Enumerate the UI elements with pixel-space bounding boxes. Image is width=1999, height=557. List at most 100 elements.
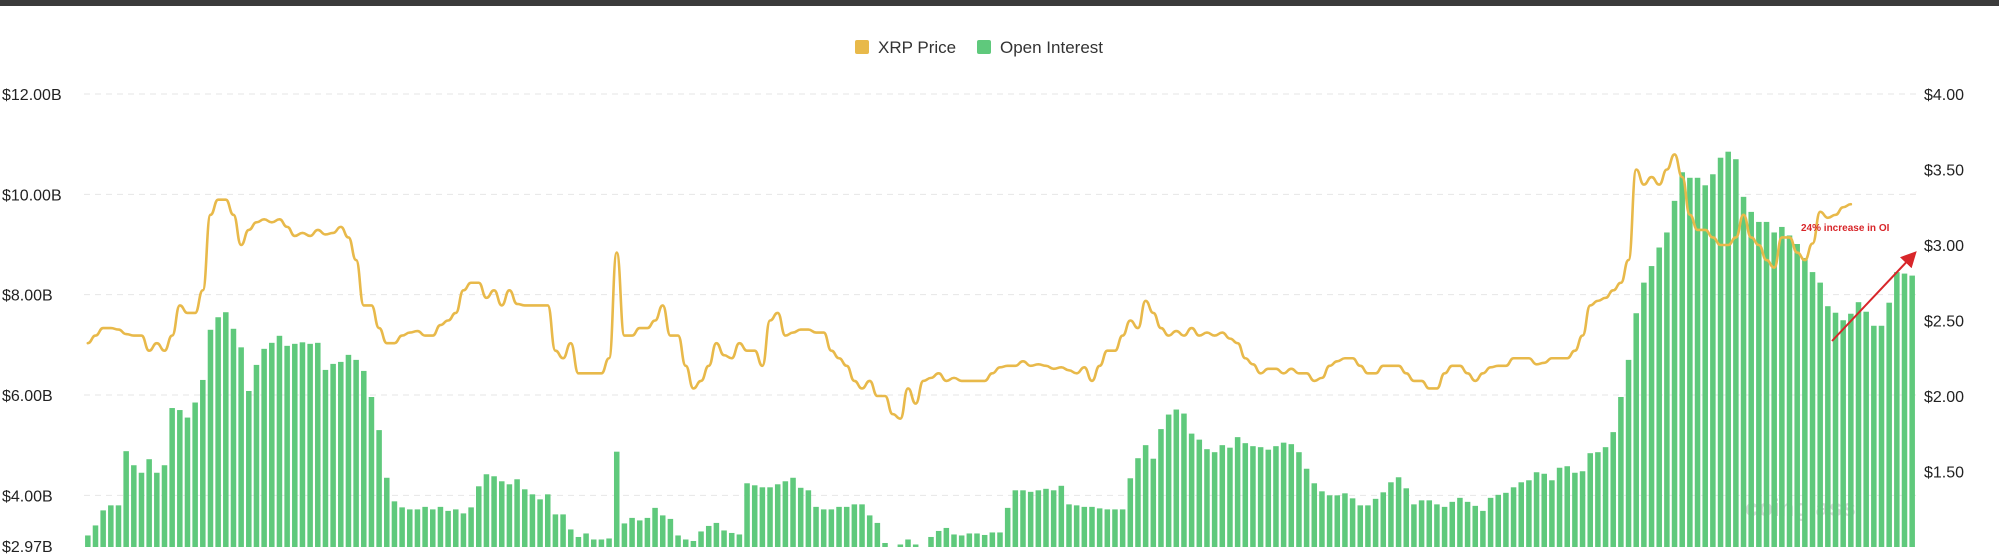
open-interest-bar[interactable] [859,504,865,547]
open-interest-bar[interactable] [958,535,965,547]
open-interest-bar[interactable] [774,484,781,547]
open-interest-bar[interactable] [721,530,727,547]
open-interest-bar[interactable] [1204,449,1210,547]
open-interest-bar[interactable] [1702,185,1708,548]
open-interest-bar[interactable] [1771,232,1777,547]
open-interest-bar[interactable] [943,527,950,547]
open-interest-bar[interactable] [583,533,589,547]
open-interest-bar[interactable] [315,342,321,547]
open-interest-bar[interactable] [207,329,214,547]
open-interest-bar[interactable] [1549,480,1555,547]
open-interest-bar[interactable] [1779,226,1785,547]
open-interest-bar[interactable] [453,509,459,547]
open-interest-bar[interactable] [1625,359,1632,547]
open-interest-bar[interactable] [1809,272,1816,547]
open-interest-bar[interactable] [307,343,313,547]
open-interest-bar[interactable] [146,459,152,547]
open-interest-bar[interactable] [682,539,689,547]
open-interest-bar[interactable] [1901,273,1908,547]
open-interest-bar[interactable] [399,507,405,547]
open-interest-bar[interactable] [751,485,758,547]
open-interest-bar[interactable] [1112,509,1118,547]
open-interest-bar[interactable] [1004,507,1011,547]
open-interest-bar[interactable] [675,535,681,547]
open-interest-bar[interactable] [1365,505,1371,547]
open-interest-bar[interactable] [1096,508,1103,547]
open-interest-bar[interactable] [1219,445,1226,547]
open-interest-bar[interactable] [1710,174,1716,547]
open-interest-bar[interactable] [499,481,505,547]
open-interest-bar[interactable] [161,465,168,547]
open-interest-bar[interactable] [299,342,306,547]
open-interest-bar[interactable] [100,510,106,547]
open-interest-bar[interactable] [123,451,129,547]
open-interest-bar[interactable] [981,534,988,547]
open-interest-bar[interactable] [1894,272,1900,547]
open-interest-bar[interactable] [843,506,850,547]
open-interest-bar[interactable] [1058,485,1065,547]
open-interest-bar[interactable] [1319,491,1325,547]
open-interest-bar[interactable] [1234,437,1241,547]
open-interest-bar[interactable] [284,345,290,547]
open-interest-bar[interactable] [1395,477,1402,547]
open-interest-bar[interactable] [935,530,942,547]
open-interest-bar[interactable] [345,354,352,547]
open-interest-bar[interactable] [1533,472,1540,547]
open-interest-bar[interactable] [598,539,605,547]
open-interest-bar[interactable] [460,513,467,547]
open-interest-bar[interactable] [1288,444,1295,547]
open-interest-bar[interactable] [1786,235,1793,547]
open-interest-bar[interactable] [1503,492,1509,547]
open-interest-bar[interactable] [407,509,413,547]
open-interest-bar[interactable] [108,505,114,547]
open-interest-bar[interactable] [215,317,221,547]
open-interest-bar[interactable] [476,486,482,547]
open-interest-bar[interactable] [154,472,160,547]
legend-item-open-interest[interactable]: Open Interest [977,38,1103,57]
open-interest-bar[interactable] [1227,447,1233,547]
open-interest-bar[interactable] [1280,442,1287,547]
open-interest-bar[interactable] [1380,492,1387,547]
open-interest-bar[interactable] [361,370,367,547]
open-interest-bar[interactable] [882,542,888,547]
open-interest-bar[interactable] [1633,313,1639,547]
open-interest-bar[interactable] [1066,504,1072,547]
open-interest-bar[interactable] [1495,494,1501,547]
open-interest-bar[interactable] [1756,221,1762,548]
open-interest-bar[interactable] [269,342,275,547]
open-interest-bar[interactable] [1748,211,1754,547]
open-interest-bar[interactable] [667,518,674,547]
open-interest-bar[interactable] [905,539,911,547]
open-interest-bar[interactable] [1464,501,1471,547]
open-interest-bar[interactable] [1449,501,1456,547]
open-interest-bar[interactable] [636,520,643,547]
open-interest-bar[interactable] [1357,505,1364,547]
open-interest-bar[interactable] [1012,490,1019,547]
open-interest-bar[interactable] [805,490,812,547]
open-interest-bar[interactable] [1556,467,1563,547]
open-interest-bar[interactable] [1825,306,1831,547]
open-interest-bar[interactable] [644,517,651,547]
open-interest-bar[interactable] [1694,177,1701,547]
open-interest-bar[interactable] [1188,433,1195,547]
open-interest-bar[interactable] [1211,452,1218,547]
open-interest-bar[interactable] [1326,495,1333,547]
open-interest-bar[interactable] [1311,483,1318,547]
open-interest-bar[interactable] [483,474,490,547]
open-interest-bar[interactable] [1472,505,1479,547]
open-interest-bar[interactable] [1073,505,1080,547]
open-interest-bar[interactable] [238,347,244,547]
open-interest-bar[interactable] [1871,325,1877,547]
open-interest-bar[interactable] [138,472,145,547]
open-interest-bar[interactable] [820,509,827,547]
open-interest-bar[interactable] [698,531,704,547]
open-interest-bar[interactable] [1602,447,1609,547]
open-interest-bar[interactable] [1671,200,1678,547]
open-interest-bar[interactable] [1510,487,1517,547]
open-interest-bar[interactable] [1840,320,1846,547]
open-interest-bar[interactable] [1587,453,1593,547]
open-interest-bar[interactable] [1027,491,1034,547]
open-interest-bar[interactable] [552,514,559,547]
open-interest-bar[interactable] [169,408,175,547]
open-interest-bar[interactable] [866,515,873,547]
